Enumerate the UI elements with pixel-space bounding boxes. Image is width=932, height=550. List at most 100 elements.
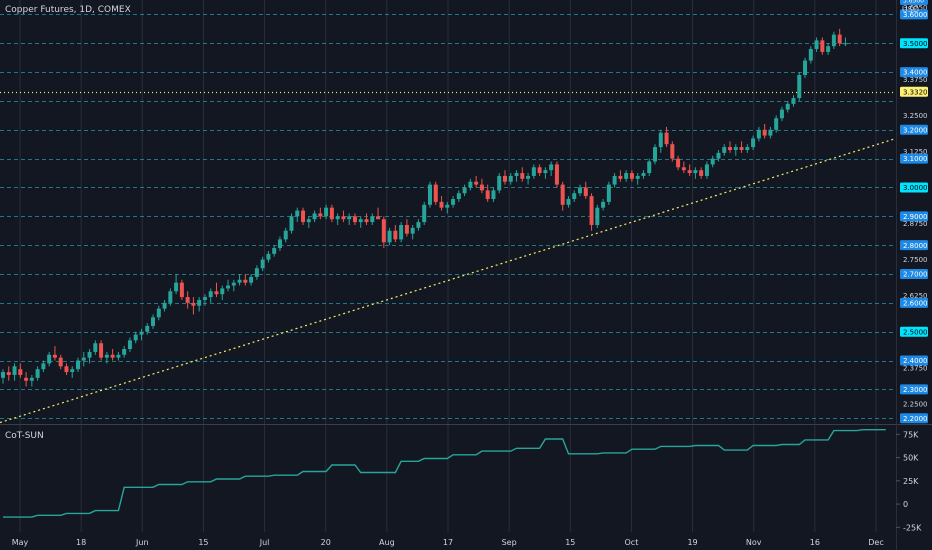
candle-body	[560, 184, 565, 205]
price-label-box	[900, 297, 928, 308]
candle	[687, 164, 692, 176]
candle	[641, 170, 646, 179]
price-tick-label: 3.6000	[903, 11, 928, 19]
candle-body	[283, 230, 288, 240]
candle-body	[618, 175, 623, 179]
candle-body	[629, 173, 634, 179]
candle	[462, 184, 467, 197]
time-axis[interactable]: May 18 Jun 15 Jul 20 Aug 17 Sep 15 Oct 19 Nov 16 Dec	[12, 538, 884, 547]
candle-body	[254, 268, 259, 277]
trendline[interactable]	[0, 137, 897, 424]
candle	[324, 204, 329, 220]
candle	[312, 210, 317, 223]
price-tick-label: 3.1250	[903, 148, 928, 156]
candle-body	[704, 164, 709, 176]
candle	[162, 299, 167, 312]
candle	[24, 372, 29, 387]
candle	[289, 213, 294, 234]
candle	[514, 170, 519, 182]
candle	[733, 144, 738, 156]
candle-body	[191, 302, 196, 306]
candle-body	[266, 253, 271, 260]
candle	[451, 196, 456, 208]
candle	[277, 236, 282, 251]
time-tick-label: Aug	[379, 538, 395, 547]
time-tick-label: Jun	[135, 538, 149, 547]
candle-body	[670, 144, 675, 159]
candle-body	[728, 147, 733, 150]
candle	[87, 349, 92, 364]
price-tick-label: 3.3750	[903, 76, 928, 84]
candle-body	[687, 170, 692, 174]
candle-body	[6, 372, 11, 375]
candle-body	[479, 184, 484, 191]
candle-body	[162, 302, 167, 309]
candle	[104, 351, 109, 364]
price-label-box	[900, 124, 928, 135]
candle	[6, 366, 11, 381]
candle	[554, 161, 559, 188]
candle	[254, 265, 259, 280]
candle	[774, 115, 779, 133]
candle	[745, 144, 750, 153]
cot-sun-line	[3, 429, 886, 518]
candle-body	[664, 132, 669, 145]
candle-body	[214, 291, 219, 295]
candle	[670, 141, 675, 162]
candle	[266, 250, 271, 263]
candle	[497, 173, 502, 194]
candle-body	[168, 291, 173, 303]
candle	[404, 219, 409, 237]
candle	[1, 369, 5, 384]
price-label-box	[900, 9, 928, 20]
candle	[208, 288, 213, 303]
candle	[566, 196, 571, 208]
candle-body	[249, 276, 254, 283]
candle	[808, 46, 813, 64]
candle-body	[393, 230, 398, 240]
candle-body	[589, 196, 594, 225]
candle-body	[341, 216, 346, 220]
candle	[658, 129, 663, 153]
candle-body	[843, 43, 848, 45]
candle-body	[537, 167, 542, 174]
price-label-box	[900, 153, 928, 164]
candle	[81, 351, 86, 367]
candle	[116, 351, 121, 361]
price-label-box	[900, 67, 928, 78]
candle-body	[699, 170, 704, 176]
candle-body	[653, 147, 658, 162]
candle-body	[658, 132, 663, 148]
candle-body	[820, 40, 825, 52]
candle	[751, 135, 756, 150]
candle-body	[208, 291, 213, 298]
candle	[629, 170, 634, 182]
candle	[756, 126, 761, 142]
candle	[168, 288, 173, 306]
indicator-axis[interactable]: 75K 50K 25K 0 -25K	[896, 430, 922, 532]
price-tick-label: 3.6500	[903, 0, 924, 5]
candle	[526, 173, 531, 185]
candle	[156, 305, 161, 321]
candle	[29, 374, 34, 387]
candle	[122, 346, 127, 358]
candle-body	[468, 181, 473, 188]
candle	[814, 37, 819, 52]
candle	[295, 207, 300, 223]
indicator-tick-label: -25K	[903, 523, 922, 532]
time-tick-label: 15	[198, 538, 208, 547]
candle	[174, 274, 179, 295]
candle-body	[226, 285, 231, 289]
candle	[145, 323, 150, 335]
candle	[618, 170, 623, 182]
candle	[664, 126, 669, 148]
candle	[47, 351, 52, 367]
candle-body	[220, 288, 225, 295]
candle	[837, 28, 842, 47]
candle-body	[347, 216, 352, 220]
candle-body	[451, 199, 456, 205]
candle	[601, 199, 606, 211]
candle-body	[24, 377, 29, 381]
